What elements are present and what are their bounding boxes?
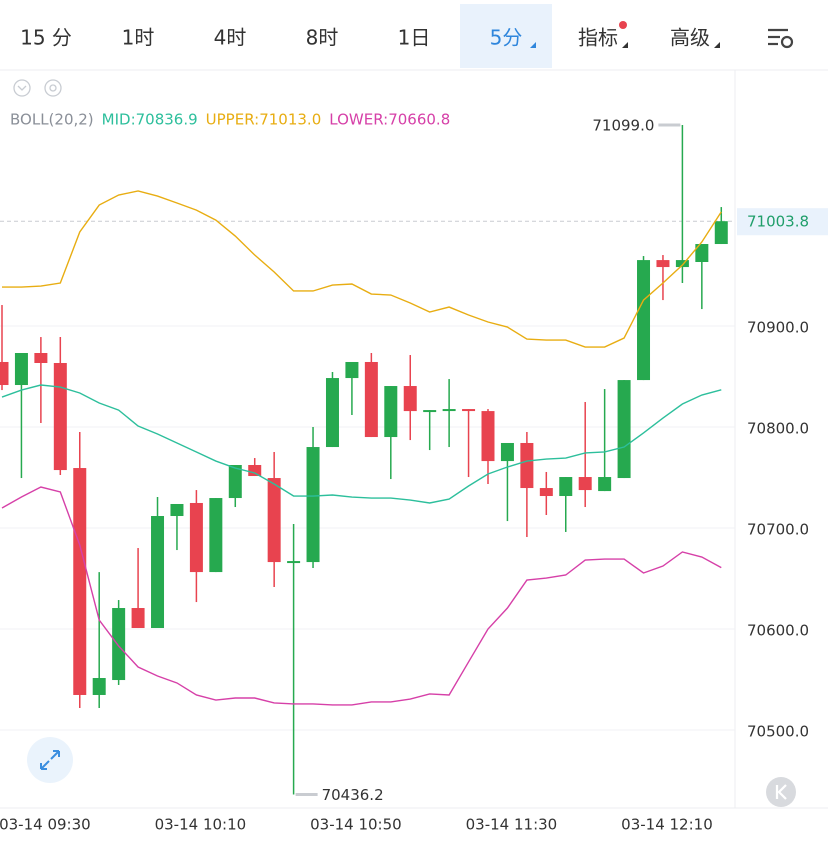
candle-body <box>481 411 495 462</box>
tab[interactable]: 4时 <box>214 26 247 50</box>
tab-label: 15 分 <box>20 26 72 50</box>
x-tick-label: 03-14 09:30 <box>0 816 91 834</box>
candle-body <box>578 477 592 491</box>
y-tick-label: 70600.0 <box>747 622 809 640</box>
legend-label: UPPER:71013.0 <box>206 111 322 129</box>
x-tick-label: 03-14 10:50 <box>310 816 402 834</box>
tab[interactable]: 5分 <box>460 4 552 68</box>
notification-dot <box>619 21 627 29</box>
tab[interactable]: 15 分 <box>20 26 72 50</box>
last-price-label: 71003.8 <box>747 213 809 231</box>
candle-body <box>112 608 126 681</box>
candle-body <box>170 503 184 517</box>
candle-body <box>325 378 339 448</box>
tab[interactable]: 高级 <box>670 26 720 50</box>
candle-body <box>0 361 9 386</box>
candle-body <box>462 409 476 412</box>
candle-body <box>656 260 670 268</box>
candle-body <box>539 488 553 497</box>
candle-body <box>442 409 456 412</box>
expand-button[interactable] <box>27 737 73 783</box>
candle-body <box>675 260 689 268</box>
scroll-latest-button[interactable] <box>766 777 796 807</box>
candle-body <box>637 260 651 381</box>
candle-body <box>189 502 203 573</box>
x-tick-label: 03-14 11:30 <box>466 816 558 834</box>
candle-body <box>131 608 145 629</box>
tab-label: 5分 <box>490 26 523 50</box>
tab[interactable]: 1日 <box>398 26 431 50</box>
x-tick-label: 03-14 12:10 <box>621 816 713 834</box>
candle-body <box>598 477 612 492</box>
high-label: 71099.0 <box>592 117 654 135</box>
candle-body <box>209 498 223 573</box>
y-tick-label: 70800.0 <box>747 420 809 438</box>
y-tick-label: 70700.0 <box>747 521 809 539</box>
settings-icon[interactable] <box>768 28 794 49</box>
candle-body <box>617 380 631 479</box>
legend-label: LOWER:70660.8 <box>329 111 450 129</box>
candle-body <box>228 465 242 499</box>
dropdown-caret <box>714 42 720 48</box>
indicator-toggles[interactable] <box>13 79 62 97</box>
tab-label: 1时 <box>122 26 155 50</box>
last-price-tag <box>737 208 828 236</box>
candle-body <box>248 465 262 477</box>
y-tick-label: 70500.0 <box>747 723 809 741</box>
boll-line <box>1 384 722 504</box>
candle-body <box>695 244 709 262</box>
candle-body <box>267 478 281 563</box>
tab-label: 指标 <box>578 26 618 50</box>
candle-body <box>345 361 359 379</box>
y-tick-label: 70900.0 <box>747 319 809 337</box>
tab-label: 8时 <box>306 26 339 50</box>
candle-body <box>306 447 320 563</box>
boll-line <box>1 486 722 706</box>
candle-body <box>14 352 28 386</box>
candle-body <box>520 442 534 489</box>
candle-body <box>500 442 514 462</box>
dropdown-caret <box>530 42 536 48</box>
candle-body <box>73 468 87 695</box>
x-tick-label: 03-14 10:10 <box>155 816 247 834</box>
tab[interactable]: 1时 <box>122 26 155 50</box>
candle-body <box>714 221 728 245</box>
candle-body <box>384 386 398 438</box>
low-label: 70436.2 <box>322 786 384 804</box>
candle-body <box>423 410 437 413</box>
boll-line <box>2 190 722 348</box>
tab-active-bg <box>460 4 552 68</box>
candle-body <box>151 516 165 629</box>
dropdown-caret <box>622 42 628 48</box>
tab[interactable]: 8时 <box>306 26 339 50</box>
tab[interactable]: 指标 <box>578 21 628 50</box>
plot-area <box>0 125 735 795</box>
candle-body <box>287 561 301 564</box>
tab-label: 4时 <box>214 26 247 50</box>
candle-body <box>559 477 573 497</box>
tab-label: 1日 <box>398 26 431 50</box>
candle-body <box>53 362 67 471</box>
indicator-name: BOLL(20,2) <box>10 111 94 129</box>
legend-label: MID:70836.9 <box>102 111 198 129</box>
candle-body <box>92 678 106 695</box>
candle-body <box>34 352 48 363</box>
candle-body <box>403 386 417 412</box>
tab-label: 高级 <box>670 26 710 50</box>
candle-body <box>364 361 378 438</box>
